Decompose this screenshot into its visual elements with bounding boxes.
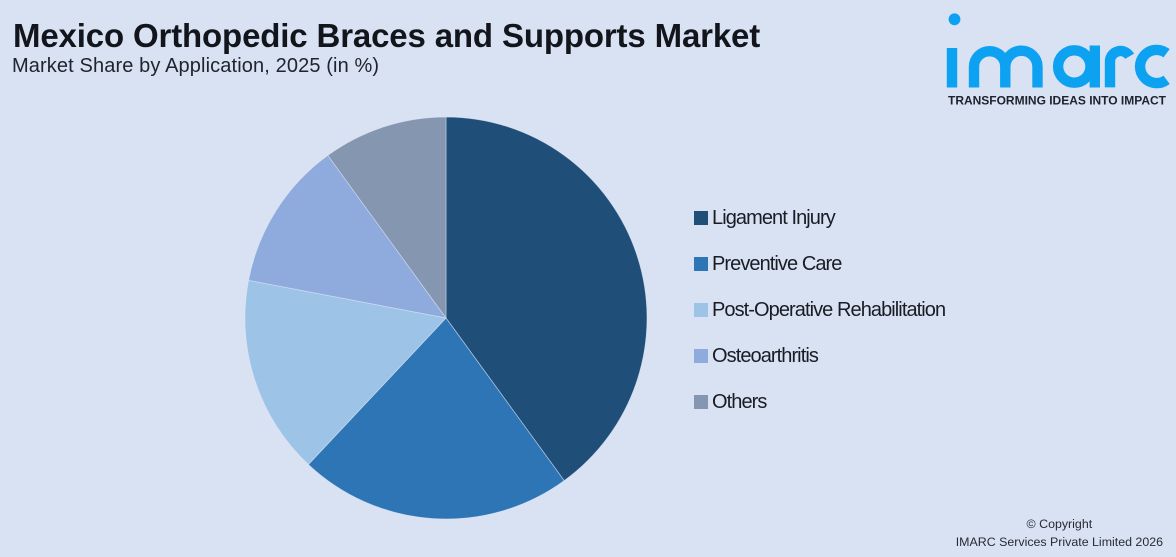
svg-text:TRANSFORMING IDEAS INTO IMPACT: TRANSFORMING IDEAS INTO IMPACT [948, 93, 1166, 107]
